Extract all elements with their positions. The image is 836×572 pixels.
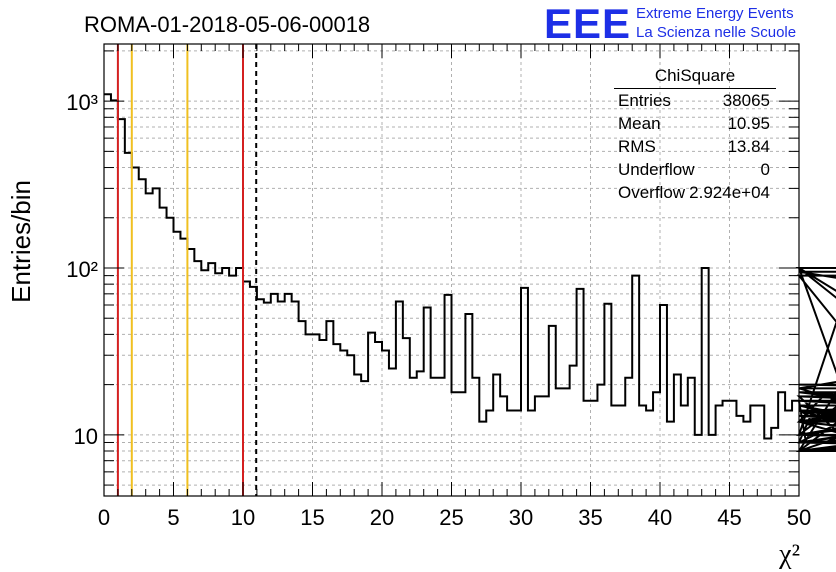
stats-row-underflow: Underflow 0 (618, 158, 776, 181)
stats-title: ChiSquare (614, 66, 776, 89)
x-tick-label: 45 (717, 505, 741, 530)
logo-subtitle: Extreme Energy Events La Scienza nelle S… (636, 4, 796, 42)
grid-lines (104, 44, 799, 496)
eee-logo: EEE (544, 0, 632, 47)
stat-key: Entries (618, 91, 671, 110)
stat-value: 2.924e+04 (689, 183, 770, 202)
x-tick-label: 35 (578, 505, 602, 530)
x-tick-label: 50 (787, 505, 811, 530)
stats-row-overflow: Overflow 2.924e+04 (618, 181, 776, 204)
y-tick-label: 10² (66, 257, 98, 282)
x-tick-labels: 0 5 10 15 20 25 30 35 40 45 50 (98, 505, 811, 530)
x-tick-label: 20 (370, 505, 394, 530)
x-tick-label: 5 (167, 505, 179, 530)
histogram (104, 93, 836, 453)
stat-value: 10.95 (727, 114, 770, 133)
chart-title: ROMA-01-2018-05-06-00018 (84, 12, 371, 37)
stats-box: ChiSquare Entries 38065 Mean 10.95 RMS 1… (610, 66, 776, 202)
stats-row-rms: RMS 13.84 (618, 135, 776, 158)
stat-key: Mean (618, 114, 661, 133)
y-tick-label: 10³ (66, 90, 98, 115)
stats-row-mean: Mean 10.95 (618, 112, 776, 135)
y-tick-label: 10 (74, 424, 98, 449)
stats-row-entries: Entries 38065 (618, 89, 776, 112)
stat-key: Overflow (618, 183, 686, 202)
x-tick-label: 15 (300, 505, 324, 530)
x-axis-label: χ² (778, 539, 800, 570)
marker-lines (116, 44, 258, 496)
x-tick-label: 30 (509, 505, 533, 530)
stat-key: Underflow (618, 160, 695, 179)
logo-line-1: Extreme Energy Events (636, 5, 794, 22)
stat-value: 13.84 (727, 137, 770, 156)
x-tick-label: 40 (648, 505, 672, 530)
stat-key: RMS (618, 137, 656, 156)
x-tick-label: 25 (439, 505, 463, 530)
y-tick-labels: 10 10² 10³ (66, 90, 98, 449)
x-tick-label: 10 (231, 505, 255, 530)
histogram-line (104, 93, 836, 453)
x-tick-label: 0 (98, 505, 110, 530)
axis-ticks (103, 44, 800, 496)
y-axis-label: Entries/bin (6, 180, 36, 303)
logo-line-2: La Scienza nelle Scuole (636, 24, 797, 41)
stat-value: 38065 (722, 91, 770, 110)
stat-value: 0 (760, 160, 770, 179)
